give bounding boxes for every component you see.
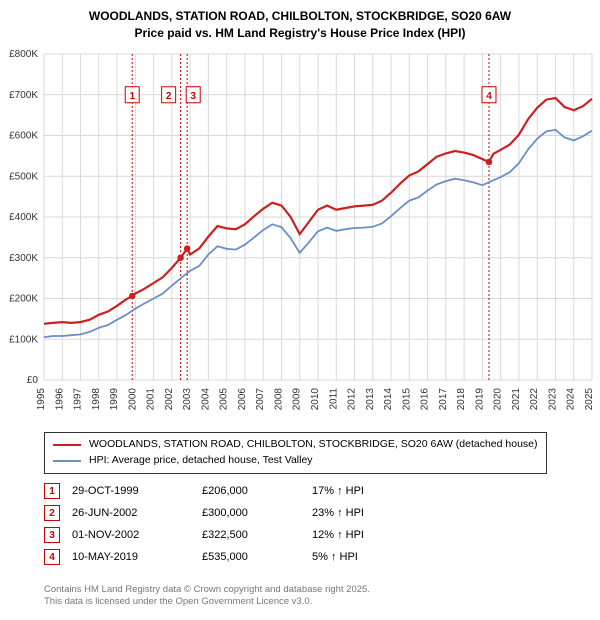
svg-text:4: 4 (486, 91, 492, 102)
title-line2: Price paid vs. HM Land Registry's House … (0, 25, 600, 42)
svg-text:2020: 2020 (493, 388, 504, 411)
svg-text:£300K: £300K (9, 253, 38, 264)
svg-text:1998: 1998 (91, 388, 102, 411)
svg-text:2004: 2004 (200, 388, 211, 411)
svg-text:2: 2 (166, 91, 172, 102)
svg-text:2009: 2009 (292, 388, 303, 411)
svg-text:2013: 2013 (365, 388, 376, 411)
svg-text:£400K: £400K (9, 212, 38, 223)
svg-text:£800K: £800K (9, 50, 38, 60)
svg-text:2022: 2022 (529, 388, 540, 411)
sale-date: 01-NOV-2002 (72, 524, 202, 546)
legend-box: WOODLANDS, STATION ROAD, CHILBOLTON, STO… (44, 432, 547, 474)
footer-text: Contains HM Land Registry data © Crown c… (44, 584, 370, 609)
svg-text:2018: 2018 (456, 388, 467, 411)
svg-text:2002: 2002 (164, 388, 175, 411)
sale-date: 29-OCT-1999 (72, 480, 202, 502)
legend-item: WOODLANDS, STATION ROAD, CHILBOLTON, STO… (53, 437, 538, 453)
sale-price: £300,000 (202, 502, 312, 524)
sales-table: 1 29-OCT-1999£206,00017% ↑ HPI 2 26-JUN-200… (44, 480, 376, 568)
svg-text:2010: 2010 (310, 388, 321, 411)
svg-text:£0: £0 (27, 375, 39, 386)
legend-label: HPI: Average price, detached house, Test… (89, 453, 313, 469)
marker-badge: 3 (44, 527, 60, 543)
svg-text:2011: 2011 (328, 388, 339, 410)
sale-price: £322,500 (202, 524, 312, 546)
line-chart-svg: £0 £100K £200K £300K £400K £500K £600K £700K £80… (0, 50, 600, 430)
svg-text:1999: 1999 (109, 388, 120, 411)
marker-badge: 1 (44, 483, 60, 499)
table-row: 3 01-NOV-2002£322,50012% ↑ HPI (44, 524, 376, 546)
svg-text:3: 3 (190, 91, 196, 102)
svg-text:2006: 2006 (237, 388, 248, 411)
footer-line1: Contains HM Land Registry data © Crown c… (44, 584, 370, 596)
svg-text:2007: 2007 (255, 388, 266, 411)
svg-text:£500K: £500K (9, 171, 38, 182)
svg-text:2012: 2012 (347, 388, 358, 411)
svg-text:1995: 1995 (36, 388, 47, 411)
svg-text:2000: 2000 (127, 388, 138, 411)
svg-text:2015: 2015 (401, 388, 412, 411)
legend-label: WOODLANDS, STATION ROAD, CHILBOLTON, STO… (89, 437, 538, 453)
svg-text:2017: 2017 (438, 388, 449, 411)
svg-text:2021: 2021 (511, 388, 522, 411)
table-row: 2 26-JUN-2002£300,00023% ↑ HPI (44, 502, 376, 524)
svg-text:£600K: £600K (9, 131, 38, 142)
svg-text:2008: 2008 (273, 388, 284, 411)
svg-text:2003: 2003 (182, 388, 193, 411)
svg-text:2005: 2005 (219, 388, 230, 411)
sale-price: £206,000 (202, 480, 312, 502)
chart-title-block: WOODLANDS, STATION ROAD, CHILBOLTON, STO… (0, 0, 600, 42)
legend-swatch (53, 460, 81, 462)
table-row: 1 29-OCT-1999£206,00017% ↑ HPI (44, 480, 376, 502)
footer-line2: This data is licensed under the Open Gov… (44, 596, 370, 608)
sale-date: 10-MAY-2019 (72, 546, 202, 568)
svg-text:2014: 2014 (383, 388, 394, 411)
svg-text:2016: 2016 (420, 388, 431, 411)
svg-text:2001: 2001 (146, 388, 157, 411)
svg-text:£100K: £100K (9, 334, 38, 345)
sale-price: £535,000 (202, 546, 312, 568)
sale-date: 26-JUN-2002 (72, 502, 202, 524)
sale-delta: 17% ↑ HPI (312, 480, 376, 502)
svg-text:2023: 2023 (547, 388, 558, 411)
title-line1: WOODLANDS, STATION ROAD, CHILBOLTON, STO… (0, 8, 600, 25)
sale-delta: 23% ↑ HPI (312, 502, 376, 524)
sale-delta: 12% ↑ HPI (312, 524, 376, 546)
svg-text:2024: 2024 (566, 388, 577, 411)
legend-item: HPI: Average price, detached house, Test… (53, 453, 538, 469)
sale-delta: 5% ↑ HPI (312, 546, 376, 568)
svg-text:1: 1 (129, 91, 135, 102)
marker-badge: 2 (44, 505, 60, 521)
svg-text:1996: 1996 (54, 388, 65, 411)
marker-badge: 4 (44, 549, 60, 565)
svg-text:2019: 2019 (474, 388, 485, 411)
legend-swatch (53, 444, 81, 446)
chart-area: £0 £100K £200K £300K £400K £500K £600K £700K £80… (0, 50, 600, 430)
svg-text:£700K: £700K (9, 90, 38, 101)
svg-text:2025: 2025 (584, 388, 595, 411)
table-row: 4 10-MAY-2019£535,0005% ↑ HPI (44, 546, 376, 568)
svg-text:£200K: £200K (9, 294, 38, 305)
svg-text:1997: 1997 (73, 388, 84, 411)
